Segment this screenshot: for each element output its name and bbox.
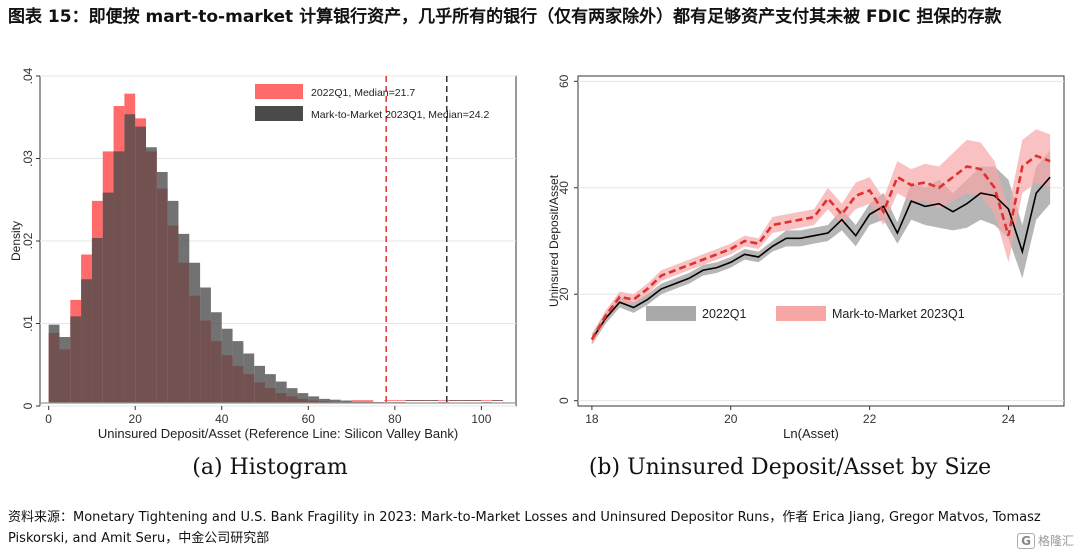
histogram-bar-mtm-2023q1 <box>254 365 266 403</box>
line-chart-caption: (b) Uninsured Deposit/Asset by Size <box>588 455 992 480</box>
x-tick-label: 100 <box>471 412 491 426</box>
histogram-bar-mtm-2023q1 <box>275 381 287 403</box>
histogram-caption: (a) Histogram <box>192 455 348 480</box>
histogram-bar-mtm-2023q1 <box>243 353 255 403</box>
legend-label: Mark-to-Market 2023Q1, Median=24.2 <box>311 109 489 121</box>
histogram-bar-2022q1 <box>394 400 406 401</box>
x-tick-label: 20 <box>129 412 143 426</box>
histogram-bar-2022q1 <box>362 400 374 401</box>
legend-swatch <box>646 306 696 321</box>
legend-label: Mark-to-Market 2023Q1 <box>832 307 965 321</box>
page-title: 图表 15：即便按 mart-to-market 计算银行资产，几乎所有的银行（… <box>8 7 1002 27</box>
legend-swatch <box>255 106 303 121</box>
histogram-bar-mtm-2023q1 <box>48 324 60 403</box>
histogram-bar-mtm-2023q1 <box>492 400 504 401</box>
histogram-bar-mtm-2023q1 <box>427 400 439 401</box>
histogram-bar-mtm-2023q1 <box>178 233 190 403</box>
histogram-bar-mtm-2023q1 <box>308 396 320 403</box>
histogram-bar-mtm-2023q1 <box>70 316 82 403</box>
histogram-bar-mtm-2023q1 <box>113 151 125 403</box>
histogram-bar-mtm-2023q1 <box>135 126 147 403</box>
y-tick-label: 20 <box>557 287 571 301</box>
x-tick-label: 80 <box>388 412 402 426</box>
histogram-bar-mtm-2023q1 <box>405 400 417 401</box>
histogram-bar-mtm-2023q1 <box>340 400 352 403</box>
x-tick-label: 0 <box>45 412 52 426</box>
histogram-bar-2022q1 <box>351 400 363 401</box>
y-tick-label: 0 <box>21 402 35 409</box>
source-note: 资料来源：Monetary Tightening and U.S. Bank F… <box>8 510 1041 546</box>
histogram-bar-mtm-2023q1 <box>297 393 309 403</box>
histogram-bar-mtm-2023q1 <box>448 400 460 401</box>
histogram-bar-mtm-2023q1 <box>232 341 244 403</box>
y-tick-label: 60 <box>557 74 571 88</box>
x-tick-label: 60 <box>302 412 316 426</box>
x-tick-label: 22 <box>863 412 877 426</box>
histogram-bar-2022q1 <box>481 400 493 401</box>
legend-swatch <box>255 84 303 99</box>
histogram-bar-mtm-2023q1 <box>59 337 71 403</box>
x-tick-label: 20 <box>724 412 738 426</box>
histogram-bar-mtm-2023q1 <box>319 398 330 403</box>
histogram-bar-mtm-2023q1 <box>102 192 114 403</box>
histogram-chart: 0 .01 .02 .03 .04 0 20 40 60 80 100 2022Q1, Median=… <box>9 67 517 441</box>
histogram-bar-mtm-2023q1 <box>210 312 222 403</box>
legend-label: 2022Q1, Median=21.7 <box>311 87 415 99</box>
histogram-bar-mtm-2023q1 <box>459 400 471 401</box>
y-tick-label: .02 <box>21 232 35 249</box>
histogram-bar-mtm-2023q1 <box>189 262 201 403</box>
histogram-bar-mtm-2023q1 <box>156 172 168 403</box>
y-tick-label: .04 <box>21 67 35 84</box>
y-tick-label: .03 <box>21 150 35 167</box>
histogram-bar-mtm-2023q1 <box>286 388 298 403</box>
y-tick-label: 40 <box>557 181 571 195</box>
x-tick-label: 24 <box>1002 412 1016 426</box>
x-axis-label: Ln(Asset) <box>783 426 839 441</box>
y-tick-label: .01 <box>21 315 35 332</box>
histogram-bar-2022q1 <box>438 400 449 401</box>
histogram-bar-mtm-2023q1 <box>91 238 103 403</box>
histogram-bar-mtm-2023q1 <box>265 374 276 403</box>
x-tick-label: 40 <box>215 412 229 426</box>
legend-swatch <box>776 306 826 321</box>
histogram-bar-mtm-2023q1 <box>200 287 211 403</box>
histogram-bar-mtm-2023q1 <box>81 279 92 403</box>
y-tick-label: 0 <box>557 397 571 404</box>
legend-label: 2022Q1 <box>702 307 747 321</box>
watermark-logo-icon: G <box>1017 533 1035 549</box>
histogram-bar-mtm-2023q1 <box>351 401 363 403</box>
histogram-bar-mtm-2023q1 <box>221 328 233 403</box>
histogram-bar-mtm-2023q1 <box>167 200 179 403</box>
series-line-2022q1 <box>591 176 1051 340</box>
x-axis-label: Uninsured Deposit/Asset (Reference Line:… <box>98 426 458 441</box>
size-line-chart: 0 20 40 60 18 20 22 24 2022Q1 Mark-to-Market 2023… <box>547 74 1065 441</box>
y-axis-label: Uninsured Deposit/Asset <box>547 174 561 307</box>
watermark: G 格隆汇 <box>1017 532 1074 549</box>
histogram-bar-mtm-2023q1 <box>470 400 482 401</box>
x-tick-label: 18 <box>585 412 599 426</box>
histogram-bar-2022q1 <box>384 400 395 401</box>
histogram-bar-mtm-2023q1 <box>329 399 341 403</box>
histogram-bar-mtm-2023q1 <box>362 401 374 403</box>
watermark-text: 格隆汇 <box>1037 534 1074 548</box>
histogram-bar-mtm-2023q1 <box>146 147 157 403</box>
histogram-bar-mtm-2023q1 <box>124 114 136 403</box>
confidence-band-mtm-2023q1 <box>591 129 1051 345</box>
y-axis-label: Density <box>9 221 23 261</box>
histogram-bar-mtm-2023q1 <box>416 400 428 401</box>
